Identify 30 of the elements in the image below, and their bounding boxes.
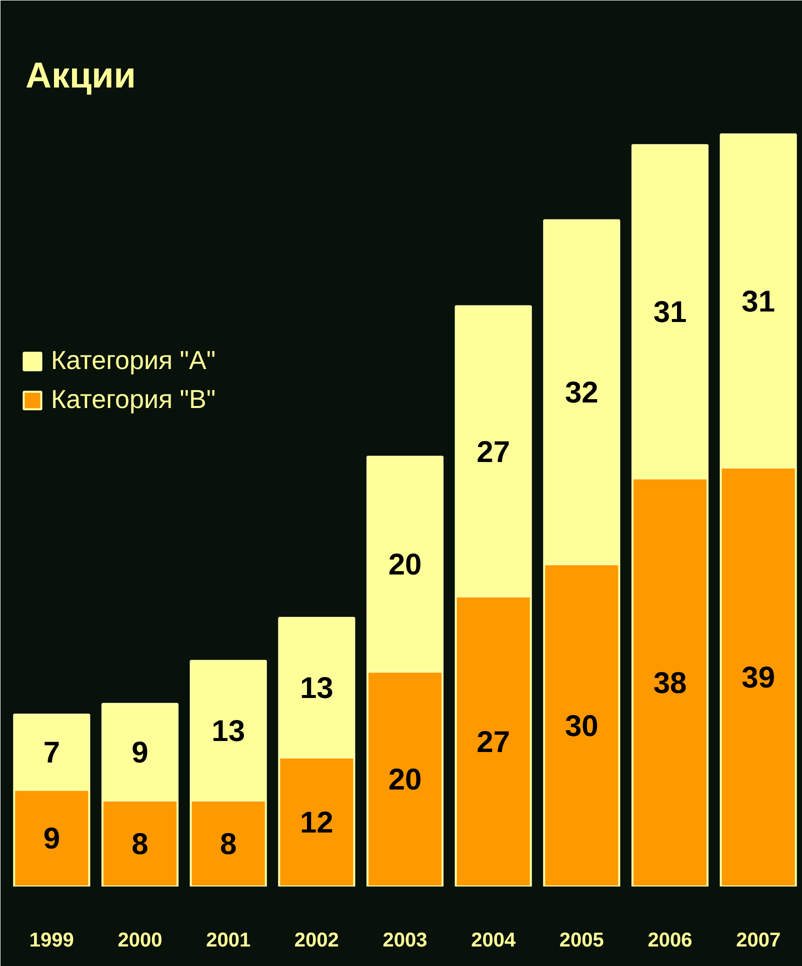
x-tick-label: 2000 <box>118 930 162 952</box>
data-label: 9 <box>43 822 60 856</box>
data-label: 27 <box>476 726 510 759</box>
data-label: 20 <box>388 764 422 797</box>
x-tick-label: 2001 <box>206 930 251 952</box>
x-tick-label: 2005 <box>559 930 604 952</box>
data-label: 38 <box>653 666 687 700</box>
data-label: 7 <box>43 736 60 770</box>
x-tick-label: 1999 <box>29 930 74 952</box>
data-label: 9 <box>132 736 148 770</box>
data-label: 27 <box>476 436 510 469</box>
data-label: 13 <box>300 672 334 706</box>
data-label: 8 <box>220 828 237 862</box>
x-tick-label: 2006 <box>648 930 692 952</box>
data-label: 13 <box>212 715 246 748</box>
data-label: 39 <box>742 661 776 694</box>
data-label: 20 <box>388 548 422 582</box>
data-label: 31 <box>742 285 776 318</box>
data-label: 31 <box>653 296 687 330</box>
data-label: 12 <box>300 806 334 840</box>
data-label: 8 <box>132 828 148 862</box>
x-tick-label: 2007 <box>736 930 781 952</box>
legend-label: Категория "B" <box>51 384 216 415</box>
legend-label: Категория "A" <box>51 345 216 376</box>
chart-title: Акции <box>26 54 136 96</box>
x-tick-label: 2003 <box>382 930 428 952</box>
x-tick-label: 2004 <box>471 930 516 952</box>
x-tick-label: 2002 <box>294 930 339 952</box>
data-label: 30 <box>564 710 598 743</box>
data-label: 32 <box>564 376 598 410</box>
